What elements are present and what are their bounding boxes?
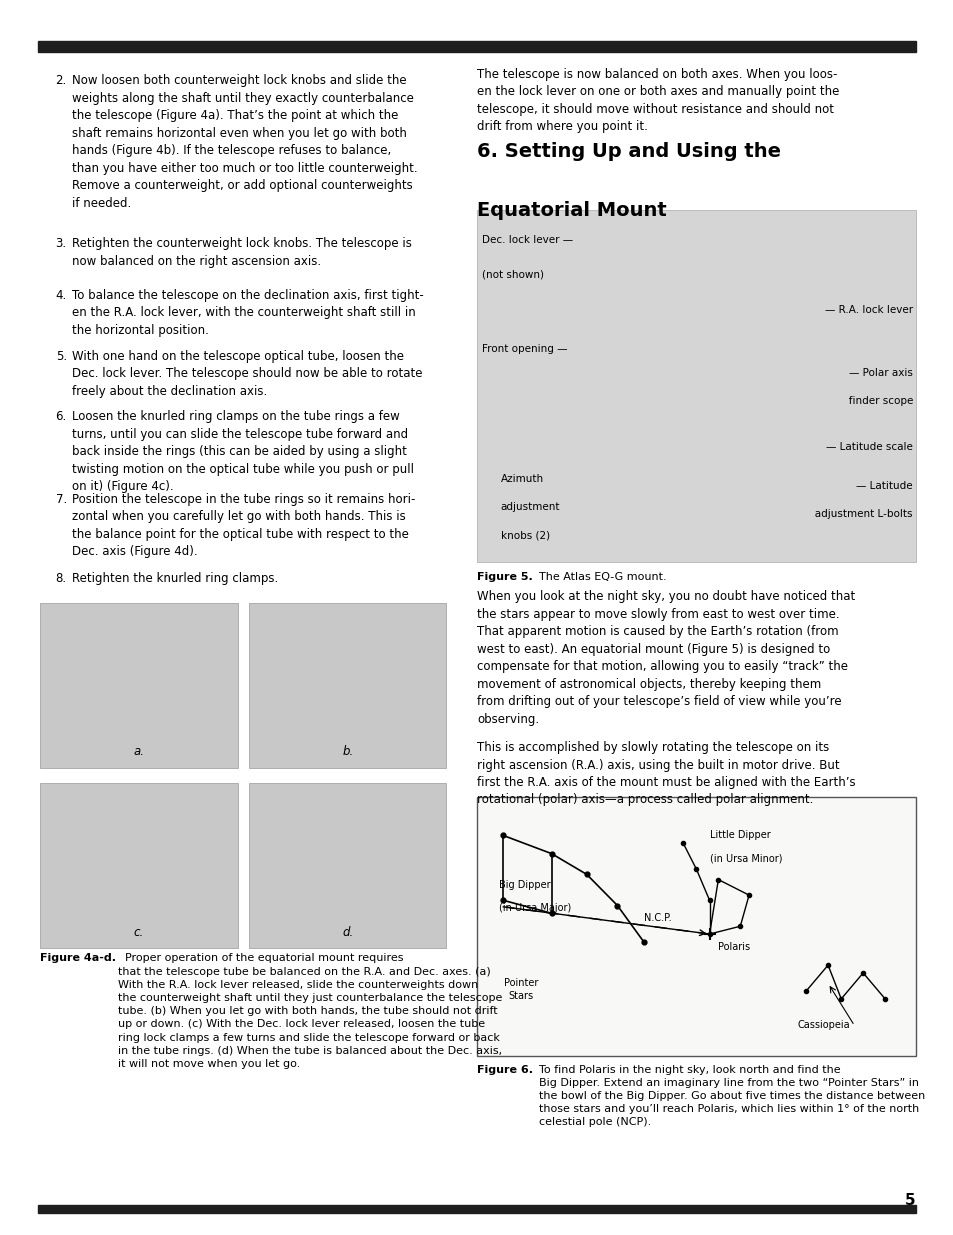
Bar bbox=[249, 783, 446, 948]
Text: c.: c. bbox=[133, 925, 144, 939]
Text: (in Ursa Minor): (in Ursa Minor) bbox=[709, 853, 781, 863]
Text: Equatorial Mount: Equatorial Mount bbox=[476, 201, 666, 220]
Text: 5: 5 bbox=[904, 1193, 915, 1208]
Text: Azimuth: Azimuth bbox=[500, 474, 543, 484]
Text: To balance the telescope on the declination axis, first tight-
en the R.A. lock : To balance the telescope on the declinat… bbox=[71, 289, 423, 337]
Text: — Polar axis: — Polar axis bbox=[848, 368, 912, 378]
Text: Little Dipper: Little Dipper bbox=[709, 830, 769, 840]
Text: 3.: 3. bbox=[55, 237, 67, 251]
Text: N.C.P.: N.C.P. bbox=[643, 914, 671, 924]
Text: adjustment L-bolts: adjustment L-bolts bbox=[804, 509, 912, 519]
Text: Retighten the counterweight lock knobs. The telescope is
now balanced on the rig: Retighten the counterweight lock knobs. … bbox=[71, 237, 411, 268]
Text: 8.: 8. bbox=[55, 572, 67, 585]
Text: (in Ursa Major): (in Ursa Major) bbox=[498, 903, 571, 913]
Text: When you look at the night sky, you no doubt have noticed that
the stars appear : When you look at the night sky, you no d… bbox=[476, 590, 854, 726]
Text: Now loosen both counterweight lock knobs and slide the
weights along the shaft u: Now loosen both counterweight lock knobs… bbox=[71, 74, 416, 210]
Text: — R.A. lock lever: — R.A. lock lever bbox=[824, 305, 912, 315]
Text: Loosen the knurled ring clamps on the tube rings a few
turns, until you can slid: Loosen the knurled ring clamps on the tu… bbox=[71, 410, 413, 493]
Text: 4.: 4. bbox=[55, 289, 67, 303]
Text: The Atlas EQ-G mount.: The Atlas EQ-G mount. bbox=[538, 572, 666, 582]
Text: Pointer
Stars: Pointer Stars bbox=[503, 978, 537, 1000]
Text: Polaris: Polaris bbox=[718, 942, 750, 952]
Text: (not shown): (not shown) bbox=[481, 269, 543, 280]
Text: d.: d. bbox=[342, 925, 353, 939]
Text: 5.: 5. bbox=[55, 350, 67, 363]
Text: Figure 4a-d.: Figure 4a-d. bbox=[40, 953, 116, 963]
Text: Cassiopeia: Cassiopeia bbox=[797, 1020, 849, 1030]
Text: Figure 5.: Figure 5. bbox=[476, 572, 532, 582]
Text: adjustment: adjustment bbox=[500, 503, 559, 513]
Text: — Latitude scale: — Latitude scale bbox=[825, 442, 912, 452]
Text: Figure 6.: Figure 6. bbox=[476, 1065, 533, 1074]
Bar bbox=[40, 783, 237, 948]
Text: The telescope is now balanced on both axes. When you loos-
en the lock lever on : The telescope is now balanced on both ax… bbox=[476, 68, 839, 133]
Text: b.: b. bbox=[342, 745, 353, 758]
Text: — Latitude: — Latitude bbox=[856, 480, 912, 492]
Bar bbox=[249, 603, 446, 768]
Text: 6.: 6. bbox=[55, 410, 67, 424]
Text: Position the telescope in the tube rings so it remains hori-
zontal when you car: Position the telescope in the tube rings… bbox=[71, 493, 415, 558]
Text: This is accomplished by slowly rotating the telescope on its
right ascension (R.: This is accomplished by slowly rotating … bbox=[476, 741, 855, 806]
Bar bbox=[38, 1205, 915, 1213]
Text: Retighten the knurled ring clamps.: Retighten the knurled ring clamps. bbox=[71, 572, 277, 585]
Text: 7.: 7. bbox=[55, 493, 67, 506]
Text: Front opening —: Front opening — bbox=[481, 343, 567, 353]
Text: 6. Setting Up and Using the: 6. Setting Up and Using the bbox=[476, 142, 781, 161]
Text: knobs (2): knobs (2) bbox=[500, 530, 549, 540]
Text: finder scope: finder scope bbox=[838, 396, 912, 406]
Text: Big Dipper: Big Dipper bbox=[498, 879, 550, 889]
Bar bbox=[40, 603, 237, 768]
Bar bbox=[476, 797, 915, 1056]
Text: With one hand on the telescope optical tube, loosen the
Dec. lock lever. The tel: With one hand on the telescope optical t… bbox=[71, 350, 421, 398]
Text: a.: a. bbox=[133, 745, 144, 758]
Text: To find Polaris in the night sky, look north and find the
Big Dipper. Extend an : To find Polaris in the night sky, look n… bbox=[538, 1065, 924, 1128]
Text: Proper operation of the equatorial mount requires
that the telescope tube be bal: Proper operation of the equatorial mount… bbox=[118, 953, 502, 1070]
Bar bbox=[476, 210, 915, 562]
Bar bbox=[38, 41, 915, 52]
Text: 2.: 2. bbox=[55, 74, 67, 88]
Text: Dec. lock lever —: Dec. lock lever — bbox=[481, 235, 573, 245]
